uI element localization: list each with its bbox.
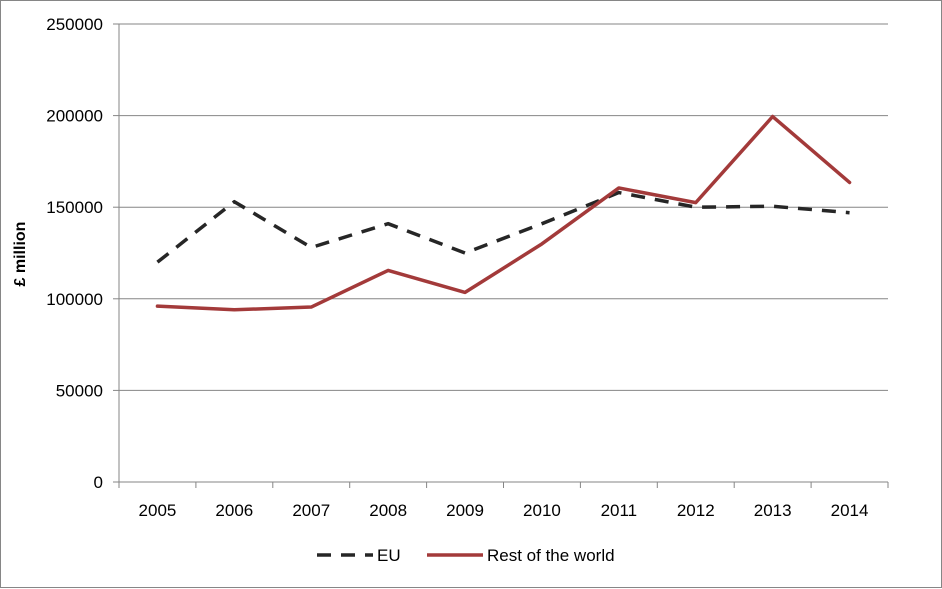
- y-tick-label: 150000: [46, 198, 103, 217]
- series-lines: [155, 114, 852, 312]
- x-tick-label: 2008: [369, 501, 407, 520]
- legend-label-rest-of-the-world: Rest of the world: [487, 546, 615, 565]
- y-tick-label: 200000: [46, 107, 103, 126]
- x-tick-labels: 2005 2006 2007 2008 2009 2010 2011 2012 2013 2014: [139, 501, 869, 520]
- axes: [113, 23, 889, 488]
- series-line-rest-of-the-world: [155, 114, 852, 312]
- x-tick-label: 2011: [601, 501, 638, 520]
- series-line-eu: [156, 190, 850, 264]
- legend: EU Rest of the world: [317, 546, 615, 565]
- x-tick-label: 2006: [215, 501, 253, 520]
- x-tick-label: 2012: [677, 501, 715, 520]
- x-tick-label: 2007: [292, 501, 330, 520]
- x-tick-label: 2005: [139, 501, 177, 520]
- x-tick-label: 2009: [446, 501, 484, 520]
- x-tick-label: 2014: [831, 501, 869, 520]
- y-axis-label: £ million: [12, 222, 29, 287]
- gridlines: [119, 23, 888, 391]
- y-tick-label: 100000: [46, 290, 103, 309]
- y-tick-labels: 0 50000 100000 150000 200000 250000: [46, 15, 103, 492]
- x-tick-label: 2010: [523, 501, 561, 520]
- y-tick-label: 50000: [56, 381, 103, 400]
- y-tick-label: 250000: [46, 15, 103, 34]
- legend-label-eu: EU: [377, 546, 401, 565]
- x-tick-label: 2013: [754, 501, 792, 520]
- y-tick-label: 0: [94, 473, 103, 492]
